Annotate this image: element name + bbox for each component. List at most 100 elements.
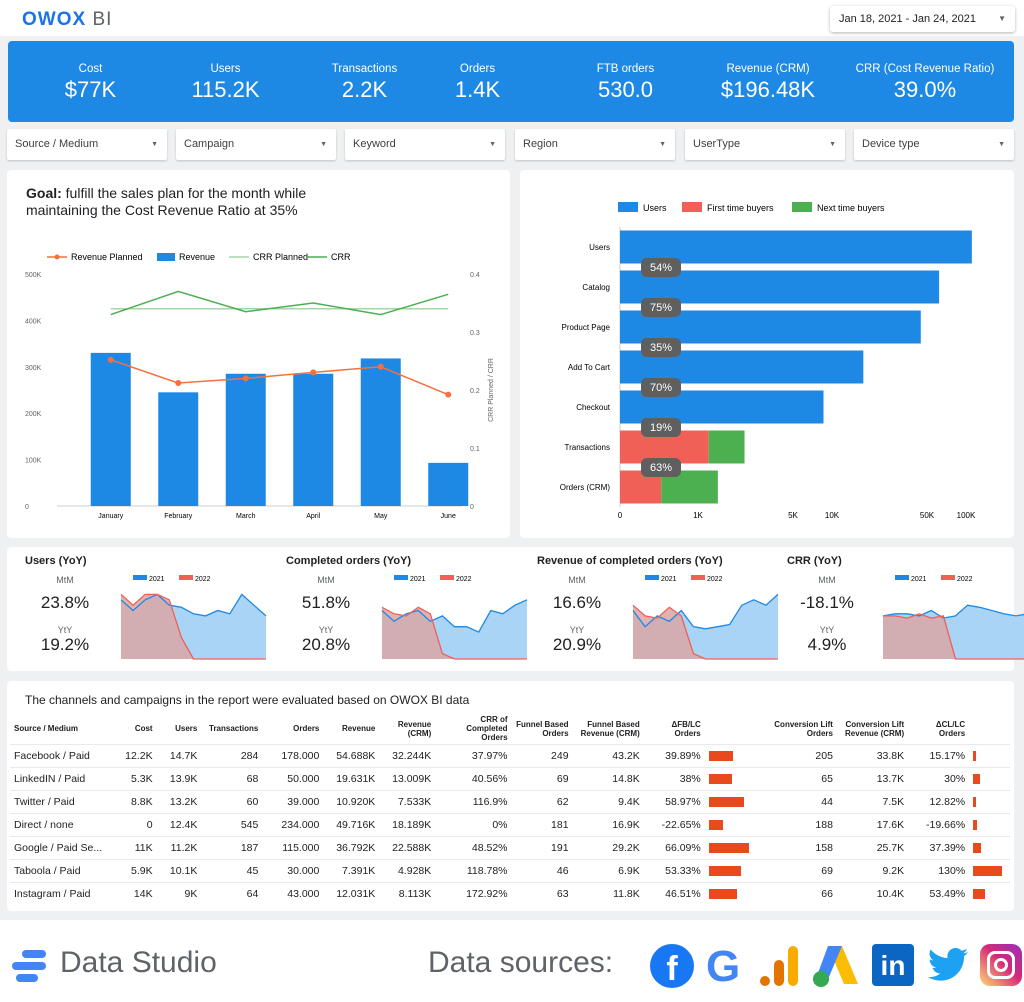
category-label: Transactions bbox=[565, 443, 611, 452]
conversion-label: 19% bbox=[650, 422, 672, 434]
column-header[interactable]: ΔCL/LC Orders bbox=[935, 719, 966, 738]
chevron-down-icon: ▼ bbox=[320, 141, 327, 148]
table-cell: 181 bbox=[511, 812, 573, 836]
legend-swatch bbox=[691, 575, 705, 580]
filter-region[interactable]: Region ▼ bbox=[515, 129, 675, 160]
data-studio-label: Data Studio bbox=[60, 946, 217, 979]
table-cell: 49.716K bbox=[323, 812, 380, 836]
column-header[interactable]: Conversion Lift Revenue (CRM) bbox=[845, 719, 905, 738]
table-cell: 158 bbox=[765, 835, 837, 859]
revenue-crr-chart: Revenue Planned Revenue CRR Planned CRR 0 100… bbox=[25, 252, 495, 520]
conversion-label: 70% bbox=[650, 382, 672, 394]
legend-label: Revenue bbox=[179, 252, 215, 262]
yoy-title: CRR (YoY) bbox=[787, 555, 842, 567]
category-label: Product Page bbox=[562, 323, 611, 332]
x-tick-label: 0 bbox=[618, 511, 623, 520]
y2-tick-label: 0.1 bbox=[470, 446, 480, 453]
table-cell: Direct / none bbox=[10, 812, 108, 836]
yoy-sparkline-chart: 2021 2022 bbox=[381, 575, 528, 660]
column-header[interactable] bbox=[705, 714, 766, 744]
legend-swatch bbox=[645, 575, 659, 580]
table-cell: 53.49% bbox=[908, 881, 970, 905]
table-cell: 187 bbox=[201, 835, 263, 859]
table-cell: 10.4K bbox=[836, 881, 909, 905]
column-header[interactable]: Revenue (CRM) bbox=[397, 719, 432, 738]
channels-table-card: The channels and campaigns in the report… bbox=[7, 681, 1014, 911]
table-cell: 8.8K bbox=[107, 789, 157, 813]
y-tick-label: 0 bbox=[25, 504, 29, 511]
table-cell: 7.533K bbox=[379, 789, 436, 813]
date-range-picker[interactable]: Jan 18, 2021 - Jan 24, 2021 ▼ bbox=[830, 6, 1015, 32]
table-cell: 30.000 bbox=[262, 858, 324, 882]
x-tick-label: March bbox=[236, 513, 256, 520]
kpi-orders: Orders 1.4K bbox=[454, 63, 501, 102]
table-cell: 68 bbox=[201, 766, 263, 790]
table-cell: 7.5K bbox=[836, 789, 909, 813]
column-header[interactable]: Revenue bbox=[341, 724, 376, 734]
table-cell: 50.000 bbox=[262, 766, 324, 790]
filter-source-medium[interactable]: Source / Medium ▼ bbox=[7, 129, 167, 160]
table-row[interactable]: Google / Paid Se... 11K 11.2K 187 115.000 36.… bbox=[10, 835, 1010, 859]
table-cell: 60 bbox=[201, 789, 263, 813]
cl-lc-bar-cell bbox=[969, 766, 1010, 790]
table-row[interactable]: Taboola / Paid 5.9K 10.1K 45 30.000 7.391K 4.9… bbox=[10, 858, 1010, 882]
legend-label: 2021 bbox=[661, 576, 677, 583]
table-row[interactable]: Twitter / Paid 8.8K 13.2K 60 39.000 10.920K 7.… bbox=[10, 789, 1010, 813]
column-header[interactable]: Transactions bbox=[209, 724, 259, 734]
table-cell: 178.000 bbox=[262, 743, 324, 767]
column-header[interactable]: Orders bbox=[293, 724, 320, 734]
table-cell: 37.97% bbox=[435, 743, 512, 767]
table-cell: 39.89% bbox=[643, 743, 705, 767]
table-row[interactable]: LinkedIN / Paid 5.3K 13.9K 68 50.000 19.631K 1… bbox=[10, 766, 1010, 790]
table-cell: Google / Paid Se... bbox=[10, 835, 108, 859]
fb-lc-bar-cell bbox=[704, 858, 766, 882]
cl-lc-bar-cell bbox=[969, 835, 1010, 859]
table-row[interactable]: Facebook / Paid 12.2K 14.7K 284 178.000 54.68… bbox=[10, 743, 1010, 767]
cl-lc-bar bbox=[973, 773, 981, 784]
legend-swatch bbox=[895, 575, 909, 580]
table-cell: 22.588K bbox=[379, 835, 436, 859]
table-cell: 48.52% bbox=[435, 835, 512, 859]
y2-tick-label: 0.4 bbox=[470, 272, 480, 279]
table-row[interactable]: Instagram / Paid 14K 9K 64 43.000 12.031K 8.11… bbox=[10, 881, 1010, 905]
table-cell: 12.031K bbox=[323, 881, 380, 905]
y-tick-label: 300K bbox=[25, 365, 42, 372]
column-header[interactable]: Funnel Based Orders bbox=[516, 719, 569, 738]
table-row[interactable]: Direct / none 0 12.4K 545 234.000 49.716K 18.1… bbox=[10, 812, 1010, 836]
revenue-planned-point bbox=[175, 380, 182, 387]
fb-lc-bar bbox=[708, 865, 741, 876]
chevron-down-icon: ▼ bbox=[489, 141, 496, 148]
fb-lc-bar-cell bbox=[704, 789, 766, 813]
column-header[interactable]: Cost bbox=[134, 724, 153, 734]
goal-chart-card: Goal: fulfill the sales plan for the mon… bbox=[7, 170, 510, 538]
table-cell: 18.189K bbox=[379, 812, 436, 836]
table-cell: 66.09% bbox=[643, 835, 705, 859]
column-header[interactable] bbox=[969, 714, 1010, 744]
conversion-pill bbox=[641, 258, 681, 277]
column-header[interactable]: Funnel Based Revenue (CRM) bbox=[580, 719, 640, 738]
table-cell: 9K bbox=[156, 881, 202, 905]
table-cell: 14K bbox=[107, 881, 157, 905]
table-cell: 64 bbox=[201, 881, 263, 905]
conversion-pill bbox=[641, 418, 681, 437]
column-header[interactable]: CRR of Completed Orders bbox=[466, 715, 508, 743]
legend-swatch bbox=[394, 575, 408, 580]
y-tick-label: 100K bbox=[25, 458, 42, 465]
legend-label: Revenue Planned bbox=[71, 252, 143, 262]
column-header[interactable]: ΔFB/LC Orders bbox=[671, 719, 701, 738]
table-cell: 115.000 bbox=[262, 835, 324, 859]
table-cell: 13.7K bbox=[836, 766, 909, 790]
column-header[interactable]: Conversion Lift Orders bbox=[774, 719, 833, 738]
filter-keyword[interactable]: Keyword ▼ bbox=[345, 129, 505, 160]
column-header[interactable]: Source / Medium bbox=[14, 724, 79, 734]
filter-usertype[interactable]: UserType ▼ bbox=[685, 129, 845, 160]
table-cell: 46.51% bbox=[643, 881, 705, 905]
filter-campaign[interactable]: Campaign ▼ bbox=[176, 129, 336, 160]
revenue-planned-point bbox=[445, 391, 452, 398]
area-2022 bbox=[382, 607, 527, 659]
cl-lc-bar bbox=[973, 865, 1003, 876]
column-header[interactable]: Users bbox=[175, 724, 198, 734]
filter-device-type[interactable]: Device type ▼ bbox=[854, 129, 1014, 160]
table-cell: 12.82% bbox=[908, 789, 970, 813]
table-cell: 32.244K bbox=[379, 743, 436, 767]
